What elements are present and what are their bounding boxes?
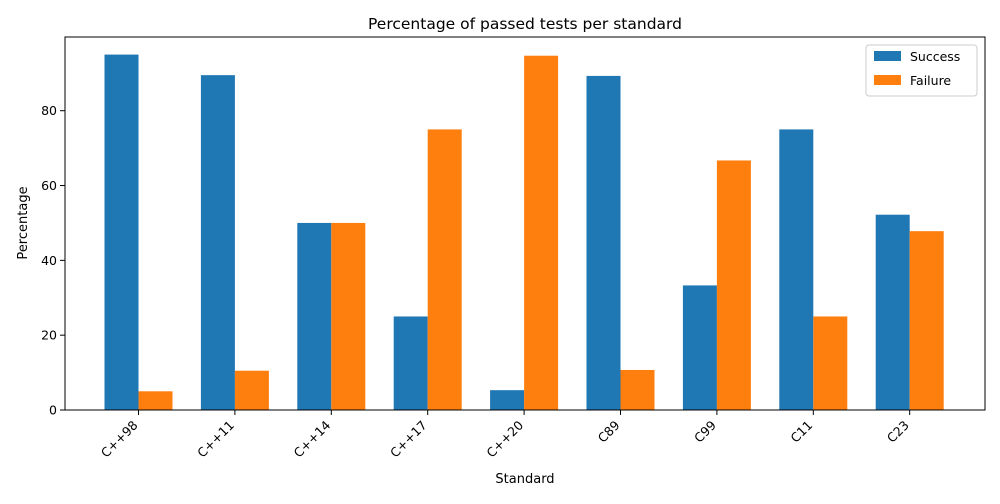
y-tick-label: 20 bbox=[41, 328, 57, 343]
bar-success-cpp11 bbox=[200, 75, 235, 410]
bar-failure-c23 bbox=[909, 231, 944, 410]
y-tick-label: 80 bbox=[41, 103, 57, 118]
bar-success-cpp17 bbox=[393, 316, 428, 410]
bar-failure-cpp11 bbox=[234, 370, 269, 410]
legend-label-success: Success bbox=[910, 49, 960, 64]
bar-success-c89 bbox=[586, 75, 621, 411]
bar-failure-c99 bbox=[716, 160, 751, 410]
legend-label-failure: Failure bbox=[910, 73, 951, 88]
bar-success-c99 bbox=[682, 285, 717, 410]
plot-frame bbox=[64, 36, 986, 411]
x-tick-label: C11 bbox=[787, 418, 815, 446]
x-tick-label: C++20 bbox=[483, 417, 526, 460]
y-tick-label: 0 bbox=[49, 403, 57, 418]
x-tick-label: C++11 bbox=[194, 418, 237, 461]
bar-success-cpp14 bbox=[297, 222, 332, 410]
bar-failure-cpp14 bbox=[331, 222, 366, 410]
x-axis: C++98 C++11 C++14 C++17 C++20 C89 C99 C11 C23 bbox=[98, 410, 912, 460]
bar-failure-c11 bbox=[813, 316, 848, 410]
bar-success-cpp98 bbox=[104, 54, 139, 411]
x-tick-label: C++17 bbox=[387, 418, 430, 461]
chart-title: Percentage of passed tests per standard bbox=[368, 15, 682, 33]
x-tick-label: C++14 bbox=[291, 417, 334, 460]
x-tick-label: C23 bbox=[884, 418, 912, 446]
bar-failure-cpp98 bbox=[138, 391, 173, 410]
bar-success-cpp20 bbox=[490, 390, 525, 410]
legend: Success Failure bbox=[865, 44, 978, 97]
y-tick-label: 60 bbox=[41, 178, 57, 193]
x-tick-label: C99 bbox=[691, 417, 719, 445]
y-tick-label: 40 bbox=[41, 253, 57, 268]
x-tick-label: C89 bbox=[595, 417, 623, 445]
bar-failure-cpp20 bbox=[524, 55, 559, 411]
bar-failure-cpp17 bbox=[427, 129, 462, 411]
bar-failure-c89 bbox=[620, 369, 655, 410]
bars-group bbox=[104, 54, 944, 411]
bar-success-c23 bbox=[875, 214, 910, 410]
legend-swatch-success bbox=[874, 51, 901, 61]
y-axis: 0 20 40 60 80 bbox=[41, 103, 65, 418]
bar-success-c11 bbox=[779, 129, 814, 411]
x-tick-label: C++98 bbox=[98, 417, 141, 460]
y-axis-label: Percentage bbox=[16, 186, 31, 259]
legend-swatch-failure bbox=[874, 75, 901, 85]
x-axis-label: Standard bbox=[495, 472, 554, 487]
